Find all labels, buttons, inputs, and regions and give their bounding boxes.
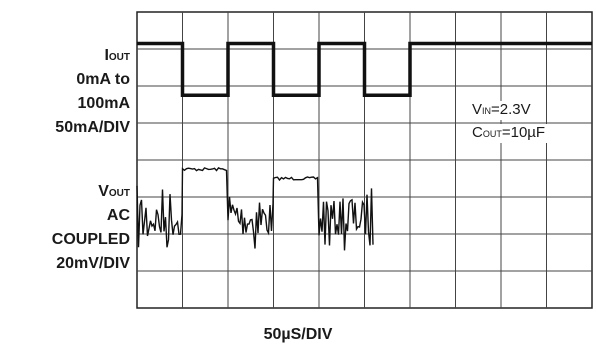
annotation-vin: VIN=2.3V: [469, 101, 534, 120]
iout-scale: 50mA/DIV: [55, 119, 130, 136]
annotation-cout-main: C: [472, 124, 483, 141]
iout-trace: [137, 41, 592, 97]
vout-label-sub: OUT: [108, 188, 130, 199]
iout-range-line2: 100mA: [77, 95, 130, 112]
vout-coupling-line1: AC: [106, 207, 130, 224]
vout-trace: [136, 167, 374, 251]
annotation-cout: COUT=10µF: [469, 124, 549, 143]
annotation-cout-sub: OUT: [482, 129, 502, 139]
annotation-vin-value: =2.3V: [491, 101, 531, 118]
vout-label: VOUT: [0, 182, 130, 204]
iout-label-sub: OUT: [108, 52, 130, 63]
annotation-vin-sub: IN: [482, 106, 492, 116]
iout-label: IOUT: [0, 46, 130, 68]
vout-coupling-line2: COUPLED: [51, 231, 130, 248]
vout-scale: 20mV/DIV: [56, 255, 130, 272]
iout-range-line1: 0mA to: [76, 71, 130, 88]
iout-label-main: I: [104, 47, 109, 64]
x-axis-label: 50µS/DIV: [263, 326, 333, 343]
annotation-vin-main: V: [472, 101, 483, 118]
vout-label-main: V: [98, 183, 109, 200]
annotation-cout-value: =10µF: [501, 124, 546, 141]
